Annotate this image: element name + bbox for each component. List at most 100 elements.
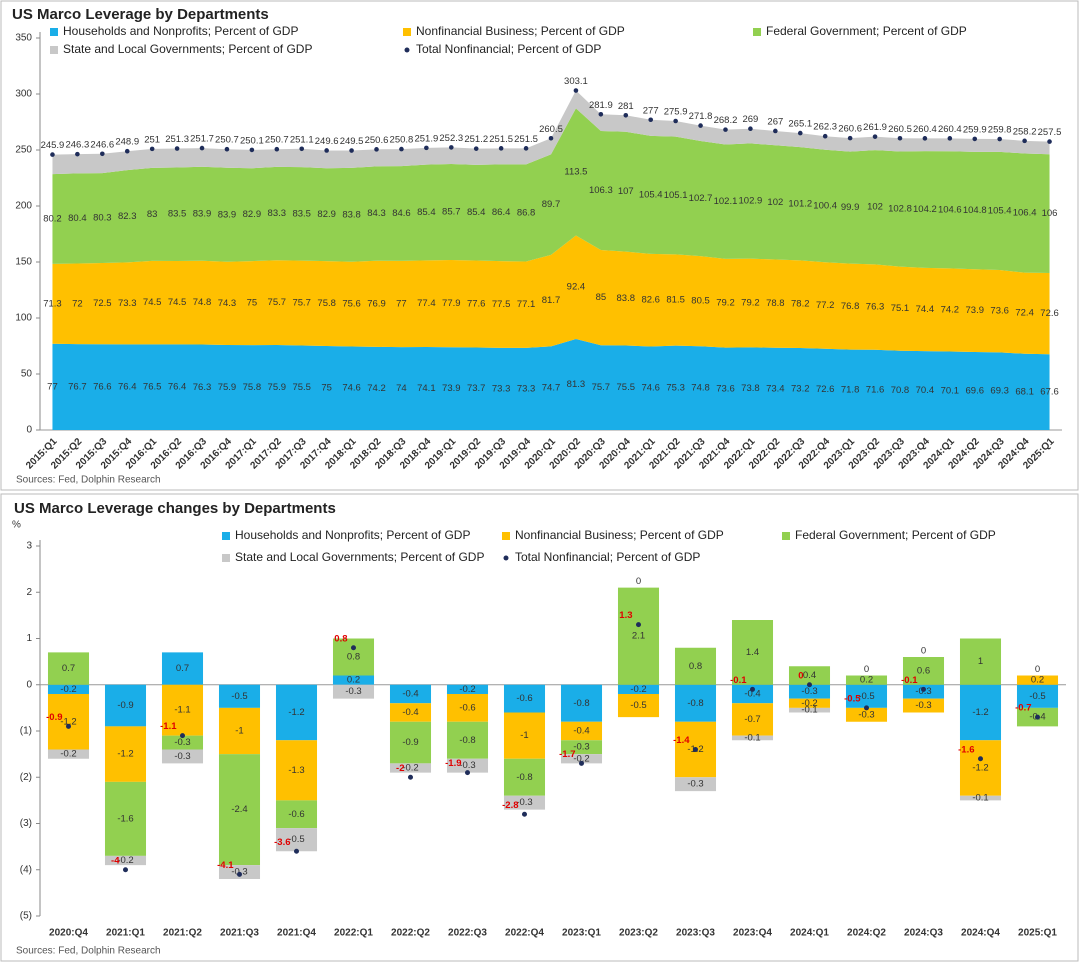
data-label: 74.1 [417, 383, 436, 394]
data-label: 74.6 [342, 383, 361, 394]
data-label: -0.5 [288, 834, 304, 845]
total-dot [50, 152, 55, 157]
data-label: 80.5 [691, 296, 710, 307]
x-tick-label: 2023:Q1 [562, 928, 601, 939]
bar-segment [218, 707, 261, 755]
data-label: 83.8 [617, 293, 636, 304]
total-dot [847, 135, 853, 141]
total-label: 267 [767, 116, 783, 127]
data-label: -0.2 [60, 684, 76, 695]
bar-segment [47, 684, 90, 694]
total-dot [1035, 714, 1040, 720]
total-dot [797, 130, 803, 136]
bar-segment [332, 638, 375, 676]
data-label: 105.1 [664, 190, 688, 201]
x-tick-label: 2021:Q2 [163, 928, 202, 939]
data-label: -0.4 [573, 726, 589, 737]
data-label: 0.2 [1031, 675, 1044, 686]
data-label: 0.4 [803, 670, 816, 681]
total-label: 303.1 [564, 76, 588, 87]
data-label: 75 [247, 298, 258, 309]
chart-title: US Marco Leverage by Departments [12, 6, 269, 23]
bar-segment [845, 707, 888, 722]
total-label: 259.9 [963, 124, 987, 135]
data-label: 72.4 [1015, 308, 1034, 319]
bar-segment [275, 684, 318, 741]
y-tick-label: 100 [15, 313, 32, 324]
area [52, 90, 1050, 175]
bar-segment [446, 721, 489, 759]
legend-label: Federal Government; Percent of GDP [766, 24, 967, 38]
bar-segment [617, 694, 660, 718]
data-label: -0.4 [402, 689, 418, 700]
total-label: 252.3 [439, 133, 463, 144]
total-label: 281 [618, 101, 634, 112]
bar-segment [959, 740, 1002, 796]
area [52, 235, 1050, 355]
data-label: 85.4 [417, 207, 436, 218]
total-label: -0.5 [844, 693, 861, 704]
x-tick-label: 2022:Q3 [448, 928, 487, 939]
total-label: 251 [144, 134, 160, 145]
bar-segment [788, 698, 831, 708]
total-dot [723, 127, 728, 132]
data-label: 72.6 [1040, 308, 1059, 319]
data-label: 76.7 [68, 382, 87, 393]
bar-segment [503, 758, 546, 796]
legend-marker [50, 46, 58, 54]
data-label: 76.3 [866, 302, 885, 313]
data-label: -0.7 [744, 714, 760, 725]
total-label: -3.6 [274, 837, 290, 848]
bar-segment [845, 684, 888, 708]
legend-label: State and Local Governments; Percent of … [235, 550, 484, 564]
total-label: 0 [798, 670, 803, 681]
data-label: 75.8 [243, 382, 262, 393]
total-label: 261.9 [863, 122, 887, 133]
bar-segment [503, 684, 546, 713]
data-label: 85.7 [442, 207, 461, 218]
bar-segment [959, 684, 1002, 741]
y-tick-label: 3 [26, 541, 32, 552]
total-dot [349, 148, 354, 153]
total-dot [972, 136, 978, 142]
bar-segment [560, 684, 603, 722]
data-label: 102 [867, 202, 883, 213]
data-label: -1.1 [174, 705, 190, 716]
total-label: 251.9 [414, 133, 438, 144]
data-label: -0.3 [174, 737, 190, 748]
total-label: 257.5 [1038, 127, 1062, 138]
legend-marker [753, 28, 761, 36]
total-dot [822, 133, 828, 139]
data-label: 74.8 [193, 297, 212, 308]
bar-segment [674, 647, 717, 685]
data-label: 106.3 [589, 185, 613, 196]
bar-segment [503, 712, 546, 759]
data-label: 82.3 [118, 211, 137, 222]
data-label: 104.2 [913, 204, 937, 215]
total-label: 281.9 [589, 100, 613, 111]
total-dot [573, 88, 579, 93]
data-label: 73.3 [492, 383, 511, 394]
total-label: -0.1 [730, 675, 747, 686]
data-label: 105.4 [639, 189, 663, 200]
data-label: 83.5 [168, 209, 187, 220]
total-label: 251.5 [489, 134, 513, 145]
data-label: 70.1 [941, 385, 960, 396]
total-dot [750, 686, 755, 692]
data-label: 2.1 [632, 631, 645, 642]
total-dot [648, 117, 654, 123]
bar-segment [788, 666, 831, 685]
area [52, 338, 1050, 430]
bar-segment [902, 698, 945, 713]
data-label: 0 [864, 664, 869, 675]
legend-label: Total Nonfinancial; Percent of GDP [416, 42, 601, 56]
data-label: 0 [636, 576, 641, 587]
bar-segment [161, 735, 204, 750]
data-label: 76.4 [168, 382, 187, 393]
total-label: 260.5 [888, 124, 912, 135]
data-label: 74.2 [367, 383, 386, 394]
data-label: 74 [396, 383, 407, 394]
total-label: -1.9 [445, 758, 461, 769]
total-dot [465, 770, 470, 776]
y-tick-label: 50 [21, 369, 33, 380]
